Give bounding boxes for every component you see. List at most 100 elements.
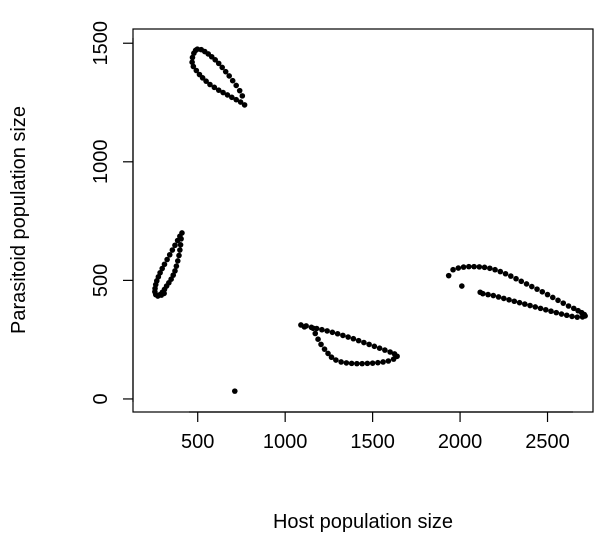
data-point	[376, 345, 383, 352]
data-point	[574, 314, 581, 320]
data-point	[544, 291, 551, 298]
data-point	[492, 266, 498, 273]
data-point	[189, 59, 195, 66]
data-point	[329, 329, 336, 336]
data-point	[364, 360, 371, 367]
data-point	[321, 346, 328, 352]
data-point	[459, 283, 465, 289]
data-point	[172, 242, 178, 249]
data-point	[516, 299, 523, 306]
data-point	[523, 281, 530, 287]
data-point	[169, 247, 176, 253]
data-point	[534, 286, 540, 292]
data-point	[350, 335, 357, 342]
data-point	[366, 341, 372, 348]
data-point	[450, 266, 456, 273]
data-point	[176, 252, 182, 259]
x-tick-label: 1500	[350, 431, 395, 453]
data-point	[173, 263, 180, 269]
data-point	[233, 96, 239, 103]
data-point	[521, 301, 528, 307]
data-point	[481, 264, 488, 271]
x-tick-label: 2500	[525, 431, 570, 453]
data-point	[157, 269, 163, 276]
data-point	[325, 350, 331, 357]
data-point	[193, 67, 200, 74]
data-point	[565, 303, 572, 309]
data-point	[542, 306, 549, 313]
data-point	[539, 288, 546, 295]
data-point	[159, 265, 166, 272]
data-point	[219, 64, 226, 71]
data-point	[190, 63, 197, 70]
data-point	[328, 354, 335, 361]
data-point	[532, 304, 539, 310]
data-point	[333, 357, 339, 363]
data-points	[152, 46, 588, 394]
data-point	[324, 328, 330, 334]
data-point	[229, 94, 235, 101]
data-point	[220, 89, 226, 96]
data-point	[390, 356, 397, 362]
data-point	[460, 264, 467, 270]
data-point	[528, 283, 535, 290]
data-point	[485, 291, 491, 298]
data-point	[212, 57, 219, 63]
data-point	[348, 360, 355, 367]
data-point	[497, 268, 504, 275]
data-point	[354, 360, 360, 367]
y-tick-label: 1500	[90, 21, 112, 66]
data-point	[382, 347, 388, 353]
x-tick-label: 1000	[263, 431, 308, 453]
data-point	[161, 290, 167, 297]
data-point	[487, 265, 493, 272]
data-point	[222, 68, 229, 75]
data-point	[196, 71, 203, 78]
data-point	[359, 360, 365, 367]
data-point	[555, 297, 561, 304]
x-tick-label: 2000	[438, 431, 483, 453]
data-point	[361, 339, 367, 346]
data-point	[355, 337, 362, 344]
data-point	[203, 78, 209, 84]
data-point	[338, 359, 344, 365]
data-point	[527, 302, 533, 309]
data-point	[161, 261, 168, 268]
data-point	[513, 275, 519, 282]
data-point	[192, 47, 199, 54]
data-point	[549, 294, 556, 301]
data-point	[502, 270, 509, 277]
data-point	[518, 278, 525, 285]
data-point	[548, 308, 554, 315]
data-point	[570, 305, 577, 312]
data-point	[369, 360, 376, 366]
data-point	[569, 313, 575, 320]
data-point	[445, 272, 452, 279]
data-point	[174, 237, 181, 244]
data-point	[229, 77, 236, 84]
y-tick-label: 1000	[90, 140, 112, 185]
data-point	[211, 84, 218, 91]
data-point	[477, 289, 483, 296]
x-axis-ticks: 500 1000 1500 2000 2500	[181, 412, 570, 453]
x-axis-title: Host population size	[273, 511, 453, 533]
data-point	[319, 326, 325, 333]
data-point	[506, 297, 512, 303]
data-point	[177, 233, 183, 240]
data-point	[563, 312, 570, 319]
data-point	[340, 332, 346, 339]
data-point	[224, 92, 231, 98]
data-point	[177, 242, 184, 248]
data-point	[371, 343, 378, 350]
data-point	[237, 99, 244, 105]
data-point	[500, 295, 507, 302]
data-point	[476, 264, 483, 270]
data-point	[387, 349, 393, 355]
data-point	[310, 325, 316, 332]
data-point	[231, 388, 238, 394]
data-point	[334, 330, 341, 337]
data-point	[189, 54, 196, 61]
data-point	[172, 268, 178, 274]
data-point	[490, 292, 497, 299]
